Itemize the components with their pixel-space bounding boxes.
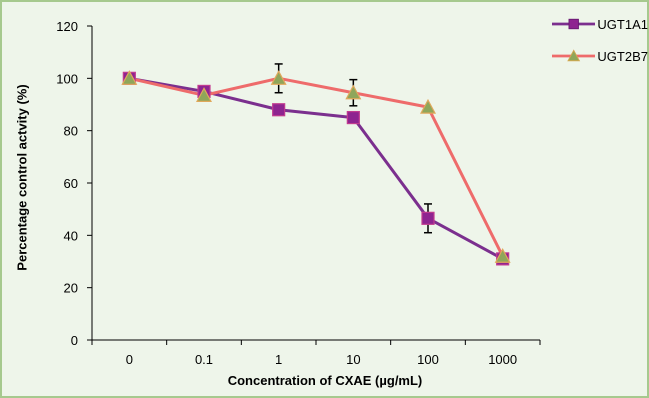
y-tick-label: 20 bbox=[64, 281, 78, 296]
legend-item-ugt1a1: UGT1A1 bbox=[552, 14, 648, 34]
legend-swatch-ugt2b7 bbox=[552, 49, 596, 62]
y-tick-label: 100 bbox=[56, 71, 78, 86]
y-tick-label: 60 bbox=[64, 176, 78, 191]
data-point-ugt2b7 bbox=[121, 70, 138, 85]
data-point-ugt2b7 bbox=[419, 98, 437, 114]
data-point-ugt2b7 bbox=[270, 70, 287, 85]
y-axis-title: Percentage control actvity (%) bbox=[14, 84, 30, 271]
legend-item-ugt2b7: UGT2B7 bbox=[552, 46, 648, 66]
x-tick-label: 100 bbox=[417, 352, 439, 367]
data-point-ugt2b7 bbox=[195, 87, 213, 102]
data-point-ugt2b7 bbox=[345, 84, 362, 100]
legend-label-ugt2b7: UGT2B7 bbox=[597, 48, 648, 64]
chart-legend: UGT1A1 UGT2B7 bbox=[552, 14, 648, 78]
series-line-ugt2b7 bbox=[129, 76, 505, 257]
x-tick-label: 0 bbox=[126, 352, 133, 367]
x-tick-label: 10 bbox=[346, 352, 360, 367]
data-point-ugt2b7 bbox=[494, 248, 511, 263]
y-tick-label: 40 bbox=[64, 228, 78, 243]
x-tick-label: 1 bbox=[275, 352, 282, 367]
x-axis-title: Concentration of CXAE (µg/mL) bbox=[227, 373, 423, 388]
legend-swatch-ugt1a1 bbox=[552, 18, 596, 30]
data-point-ugt1a1 bbox=[346, 110, 360, 125]
x-tick-label: 0.1 bbox=[195, 352, 213, 367]
data-point-ugt1a1 bbox=[421, 211, 435, 225]
x-tick-label: 1000 bbox=[488, 352, 517, 367]
y-tick-label: 80 bbox=[64, 124, 78, 139]
y-tick-label: 120 bbox=[56, 19, 78, 34]
data-point-ugt1a1 bbox=[272, 103, 286, 117]
legend-label-ugt1a1: UGT1A1 bbox=[597, 16, 648, 32]
series-line-ugt1a1 bbox=[129, 76, 504, 261]
y-tick-label: 0 bbox=[71, 333, 78, 348]
